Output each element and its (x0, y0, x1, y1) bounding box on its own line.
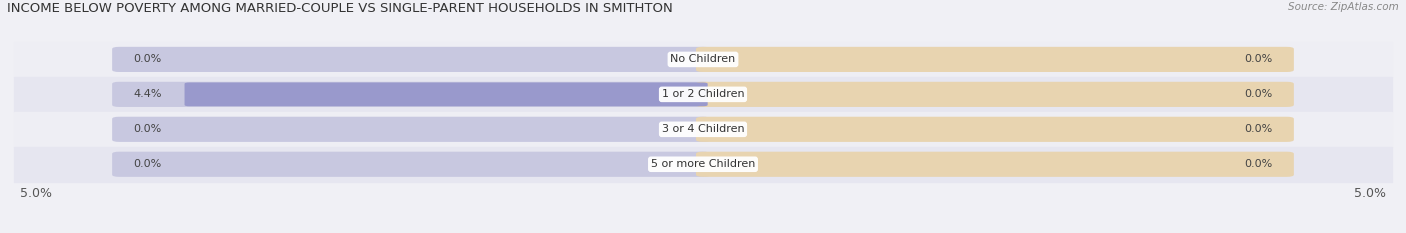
Bar (14, 42, 1392, 77)
Bar (14, 112, 1392, 147)
Text: Source: ZipAtlas.com: Source: ZipAtlas.com (1288, 2, 1399, 12)
FancyBboxPatch shape (112, 82, 710, 107)
Text: 0.0%: 0.0% (134, 159, 162, 169)
Text: 1 or 2 Children: 1 or 2 Children (662, 89, 744, 99)
Bar (14, 147, 1392, 182)
Text: 4.4%: 4.4% (134, 89, 162, 99)
Text: 0.0%: 0.0% (134, 55, 162, 64)
Text: 0.0%: 0.0% (1244, 55, 1272, 64)
FancyBboxPatch shape (696, 152, 1294, 177)
Text: 0.0%: 0.0% (134, 124, 162, 134)
Text: 0.0%: 0.0% (1244, 89, 1272, 99)
Text: 3 or 4 Children: 3 or 4 Children (662, 124, 744, 134)
Text: 5.0%: 5.0% (20, 187, 52, 200)
Text: INCOME BELOW POVERTY AMONG MARRIED-COUPLE VS SINGLE-PARENT HOUSEHOLDS IN SMITHTO: INCOME BELOW POVERTY AMONG MARRIED-COUPL… (7, 2, 673, 15)
FancyBboxPatch shape (696, 117, 1294, 142)
FancyBboxPatch shape (112, 117, 710, 142)
FancyBboxPatch shape (112, 47, 710, 72)
Text: No Children: No Children (671, 55, 735, 64)
FancyBboxPatch shape (112, 152, 710, 177)
Text: 5.0%: 5.0% (1354, 187, 1386, 200)
FancyBboxPatch shape (696, 82, 1294, 107)
FancyBboxPatch shape (184, 82, 707, 106)
Text: 0.0%: 0.0% (1244, 159, 1272, 169)
Text: 5 or more Children: 5 or more Children (651, 159, 755, 169)
FancyBboxPatch shape (696, 47, 1294, 72)
Bar (14, 77, 1392, 112)
Text: 0.0%: 0.0% (1244, 124, 1272, 134)
Legend: Married Couples, Single Parents: Married Couples, Single Parents (575, 230, 831, 233)
